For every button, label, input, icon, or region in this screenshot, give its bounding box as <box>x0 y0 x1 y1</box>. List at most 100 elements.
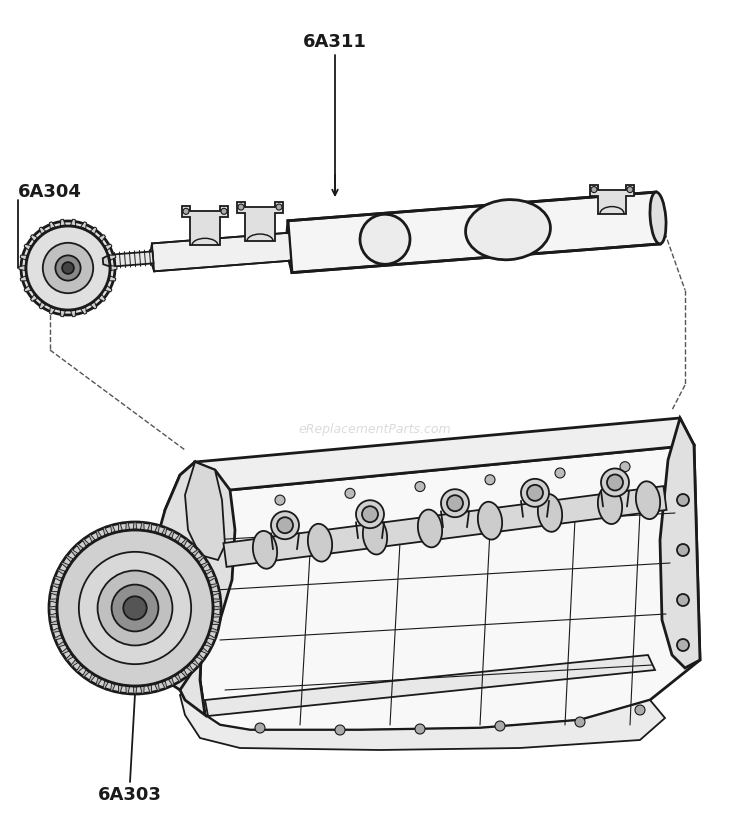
Polygon shape <box>118 686 122 693</box>
Polygon shape <box>148 686 152 693</box>
Circle shape <box>601 468 629 496</box>
Polygon shape <box>31 294 38 301</box>
Circle shape <box>620 461 630 471</box>
Circle shape <box>527 485 543 501</box>
Polygon shape <box>205 569 212 575</box>
Polygon shape <box>24 244 32 251</box>
Polygon shape <box>52 628 59 633</box>
Circle shape <box>415 724 425 734</box>
Polygon shape <box>111 525 116 533</box>
Polygon shape <box>62 562 69 568</box>
Polygon shape <box>187 665 194 672</box>
Polygon shape <box>20 275 27 281</box>
Circle shape <box>221 208 227 214</box>
Circle shape <box>275 495 285 505</box>
Polygon shape <box>201 562 208 568</box>
Polygon shape <box>133 687 137 694</box>
Circle shape <box>277 517 293 533</box>
Polygon shape <box>55 576 62 581</box>
Polygon shape <box>590 184 634 213</box>
Circle shape <box>591 187 597 193</box>
Polygon shape <box>89 674 95 681</box>
Text: eReplacementParts.com: eReplacementParts.com <box>298 423 452 437</box>
Polygon shape <box>212 591 220 595</box>
Text: 6A303: 6A303 <box>98 786 162 804</box>
Circle shape <box>56 256 80 280</box>
Polygon shape <box>169 531 174 538</box>
Polygon shape <box>81 307 86 314</box>
Polygon shape <box>20 255 27 261</box>
Polygon shape <box>110 251 154 267</box>
Polygon shape <box>55 635 62 640</box>
Polygon shape <box>50 614 56 617</box>
Polygon shape <box>211 628 218 633</box>
Ellipse shape <box>650 192 666 244</box>
Polygon shape <box>58 569 65 575</box>
Circle shape <box>255 723 265 733</box>
Polygon shape <box>169 678 174 686</box>
Polygon shape <box>70 219 76 226</box>
Polygon shape <box>160 462 209 715</box>
Polygon shape <box>118 523 122 531</box>
Circle shape <box>555 468 565 478</box>
Circle shape <box>49 522 221 694</box>
Polygon shape <box>126 686 130 694</box>
Polygon shape <box>182 206 228 246</box>
Ellipse shape <box>598 486 622 524</box>
Polygon shape <box>181 539 188 546</box>
Polygon shape <box>140 686 144 694</box>
Polygon shape <box>24 285 32 292</box>
Polygon shape <box>19 265 25 270</box>
Polygon shape <box>90 227 97 234</box>
Polygon shape <box>50 591 58 595</box>
Circle shape <box>677 594 689 606</box>
Circle shape <box>677 639 689 651</box>
Polygon shape <box>60 310 65 317</box>
Ellipse shape <box>308 523 332 562</box>
Polygon shape <box>90 302 97 309</box>
Polygon shape <box>70 310 76 317</box>
Ellipse shape <box>478 502 502 539</box>
Polygon shape <box>109 255 115 261</box>
Circle shape <box>495 721 505 731</box>
Circle shape <box>627 187 633 193</box>
Polygon shape <box>180 680 665 750</box>
Polygon shape <box>105 285 112 292</box>
Polygon shape <box>200 445 700 730</box>
Polygon shape <box>155 462 235 690</box>
Ellipse shape <box>363 517 387 554</box>
Polygon shape <box>224 486 667 566</box>
Polygon shape <box>211 584 218 588</box>
Polygon shape <box>162 528 166 535</box>
Polygon shape <box>104 681 108 689</box>
Polygon shape <box>214 614 220 617</box>
Polygon shape <box>82 670 89 677</box>
Polygon shape <box>133 522 137 529</box>
Polygon shape <box>82 539 89 546</box>
Polygon shape <box>208 635 215 640</box>
Circle shape <box>521 479 549 507</box>
Polygon shape <box>175 674 181 681</box>
Polygon shape <box>98 235 106 241</box>
Polygon shape <box>39 302 46 309</box>
Polygon shape <box>201 648 208 654</box>
Ellipse shape <box>360 214 410 265</box>
Polygon shape <box>104 528 108 535</box>
Polygon shape <box>192 549 199 557</box>
Polygon shape <box>109 275 115 281</box>
Polygon shape <box>52 584 59 588</box>
Polygon shape <box>148 523 152 531</box>
Polygon shape <box>58 642 65 647</box>
Polygon shape <box>237 202 283 241</box>
Polygon shape <box>105 244 112 251</box>
Polygon shape <box>66 654 73 661</box>
Polygon shape <box>197 654 204 661</box>
Circle shape <box>441 490 469 517</box>
Ellipse shape <box>418 509 442 547</box>
Polygon shape <box>76 544 83 551</box>
Polygon shape <box>50 620 58 624</box>
Polygon shape <box>98 294 106 301</box>
Polygon shape <box>60 219 65 226</box>
Circle shape <box>485 475 495 485</box>
Polygon shape <box>154 525 159 533</box>
